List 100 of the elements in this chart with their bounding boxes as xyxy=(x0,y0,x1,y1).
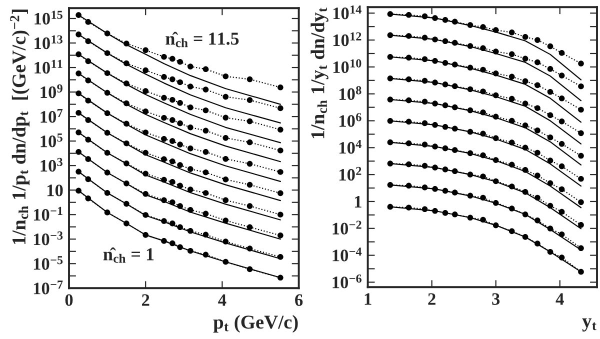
point xyxy=(578,152,584,159)
point xyxy=(246,203,253,209)
point xyxy=(161,136,167,142)
y-tick-label: 10$^{12}$ xyxy=(333,32,362,46)
point xyxy=(534,37,540,43)
point xyxy=(187,84,194,90)
point xyxy=(187,146,194,152)
point xyxy=(534,150,540,156)
point xyxy=(202,107,209,114)
point xyxy=(547,88,554,95)
y-tick-label: 10$^{3}$ xyxy=(40,158,62,172)
x-tick-label: 3 xyxy=(492,293,500,305)
point xyxy=(508,29,515,36)
point xyxy=(187,104,194,110)
point xyxy=(522,78,528,84)
y-tick-label: 10$^{−2}$ xyxy=(332,220,362,234)
text: 1/n$_{ch}$ 1/p$_{t}$ dn/dp$_{t}$ [(GeV/c)$^{−2}$] xyxy=(10,10,30,244)
point xyxy=(169,138,176,144)
y-tick-label: 10$^{2}$ xyxy=(340,166,362,181)
point xyxy=(246,224,253,230)
point xyxy=(246,76,253,82)
point xyxy=(169,56,176,62)
point xyxy=(142,88,149,94)
point xyxy=(177,120,183,126)
y-tick-label: 10$^{−6}$ xyxy=(332,274,362,288)
x-axis-title: p$_{t}$ (GeV/c) xyxy=(213,315,298,333)
point xyxy=(278,148,284,154)
point xyxy=(222,73,229,80)
point xyxy=(202,169,209,176)
point xyxy=(222,114,229,121)
y-tick-label: 10$^{8}$ xyxy=(340,86,362,100)
point xyxy=(187,166,194,172)
y-tick-label: 10$^{10}$ xyxy=(333,59,362,74)
point xyxy=(522,56,528,62)
x-axis-title: y$_{t}$ xyxy=(582,318,596,332)
y-tick-label: 10$^{4}$ xyxy=(340,140,362,154)
point xyxy=(142,67,149,74)
point xyxy=(558,186,565,192)
annotation: n̂$_{ch}$ = 11.5 xyxy=(166,32,239,48)
x-tick-label: 6 xyxy=(295,294,303,306)
point xyxy=(558,118,565,124)
y-tick-label: 1 xyxy=(354,196,362,208)
x-tick-label: 4 xyxy=(556,293,564,305)
point xyxy=(578,106,584,113)
point xyxy=(222,94,229,100)
point xyxy=(558,163,565,170)
point xyxy=(202,149,209,155)
y-tick-label: 10$^{5}$ xyxy=(40,134,62,148)
point xyxy=(278,84,284,90)
point xyxy=(534,172,540,178)
point xyxy=(534,128,540,134)
point xyxy=(169,76,176,82)
point xyxy=(278,105,284,112)
point xyxy=(508,51,515,58)
y-tick-label: 10$^{−1}$ xyxy=(34,206,62,221)
point xyxy=(169,117,176,123)
y-tick-label: 10 xyxy=(47,184,63,196)
y-axis-title: 1/n$_{ch}$ 1/y$_{t}$ dn/dy$_{t}$ xyxy=(310,8,328,138)
y-tick-label: 10$^{7}$ xyxy=(40,109,63,123)
y-tick-label: 10$^{11}$ xyxy=(34,60,62,74)
point xyxy=(246,97,253,104)
y-tick-label: 10$^{6}$ xyxy=(340,113,362,127)
point xyxy=(177,162,183,168)
x-tick-label: 2 xyxy=(428,293,436,305)
point xyxy=(169,179,176,185)
point xyxy=(202,66,209,72)
point xyxy=(187,186,194,193)
point xyxy=(534,82,540,88)
point xyxy=(161,54,167,60)
point xyxy=(222,197,229,204)
point xyxy=(177,142,183,148)
x-tick-label: 4 xyxy=(218,294,226,306)
y-tick-label: 10$^{−5}$ xyxy=(34,256,63,270)
point xyxy=(177,79,183,86)
point xyxy=(578,222,584,228)
point xyxy=(246,160,253,167)
point xyxy=(522,34,528,40)
point xyxy=(508,96,515,102)
x-tick-label: 1 xyxy=(364,293,372,305)
point xyxy=(278,232,284,238)
point xyxy=(222,135,229,141)
y-tick-label: 10$^{15}$ xyxy=(34,10,62,25)
point xyxy=(278,190,284,196)
y-tick-label: 10$^{−3}$ xyxy=(34,231,63,246)
point xyxy=(547,66,554,72)
point xyxy=(169,158,176,164)
point xyxy=(202,190,209,196)
point xyxy=(222,176,229,182)
y-tick-label: 10$^{−7}$ xyxy=(34,280,63,294)
point xyxy=(246,139,253,146)
point xyxy=(161,114,167,121)
point xyxy=(558,72,565,78)
point xyxy=(161,94,167,101)
y-tick-label: 10$^{14}$ xyxy=(333,5,362,20)
point xyxy=(142,47,149,54)
point xyxy=(161,156,167,162)
point xyxy=(578,130,584,136)
annotation: n̂$_{ch}$ = 1 xyxy=(103,247,154,263)
point xyxy=(547,158,554,164)
point xyxy=(534,105,540,112)
